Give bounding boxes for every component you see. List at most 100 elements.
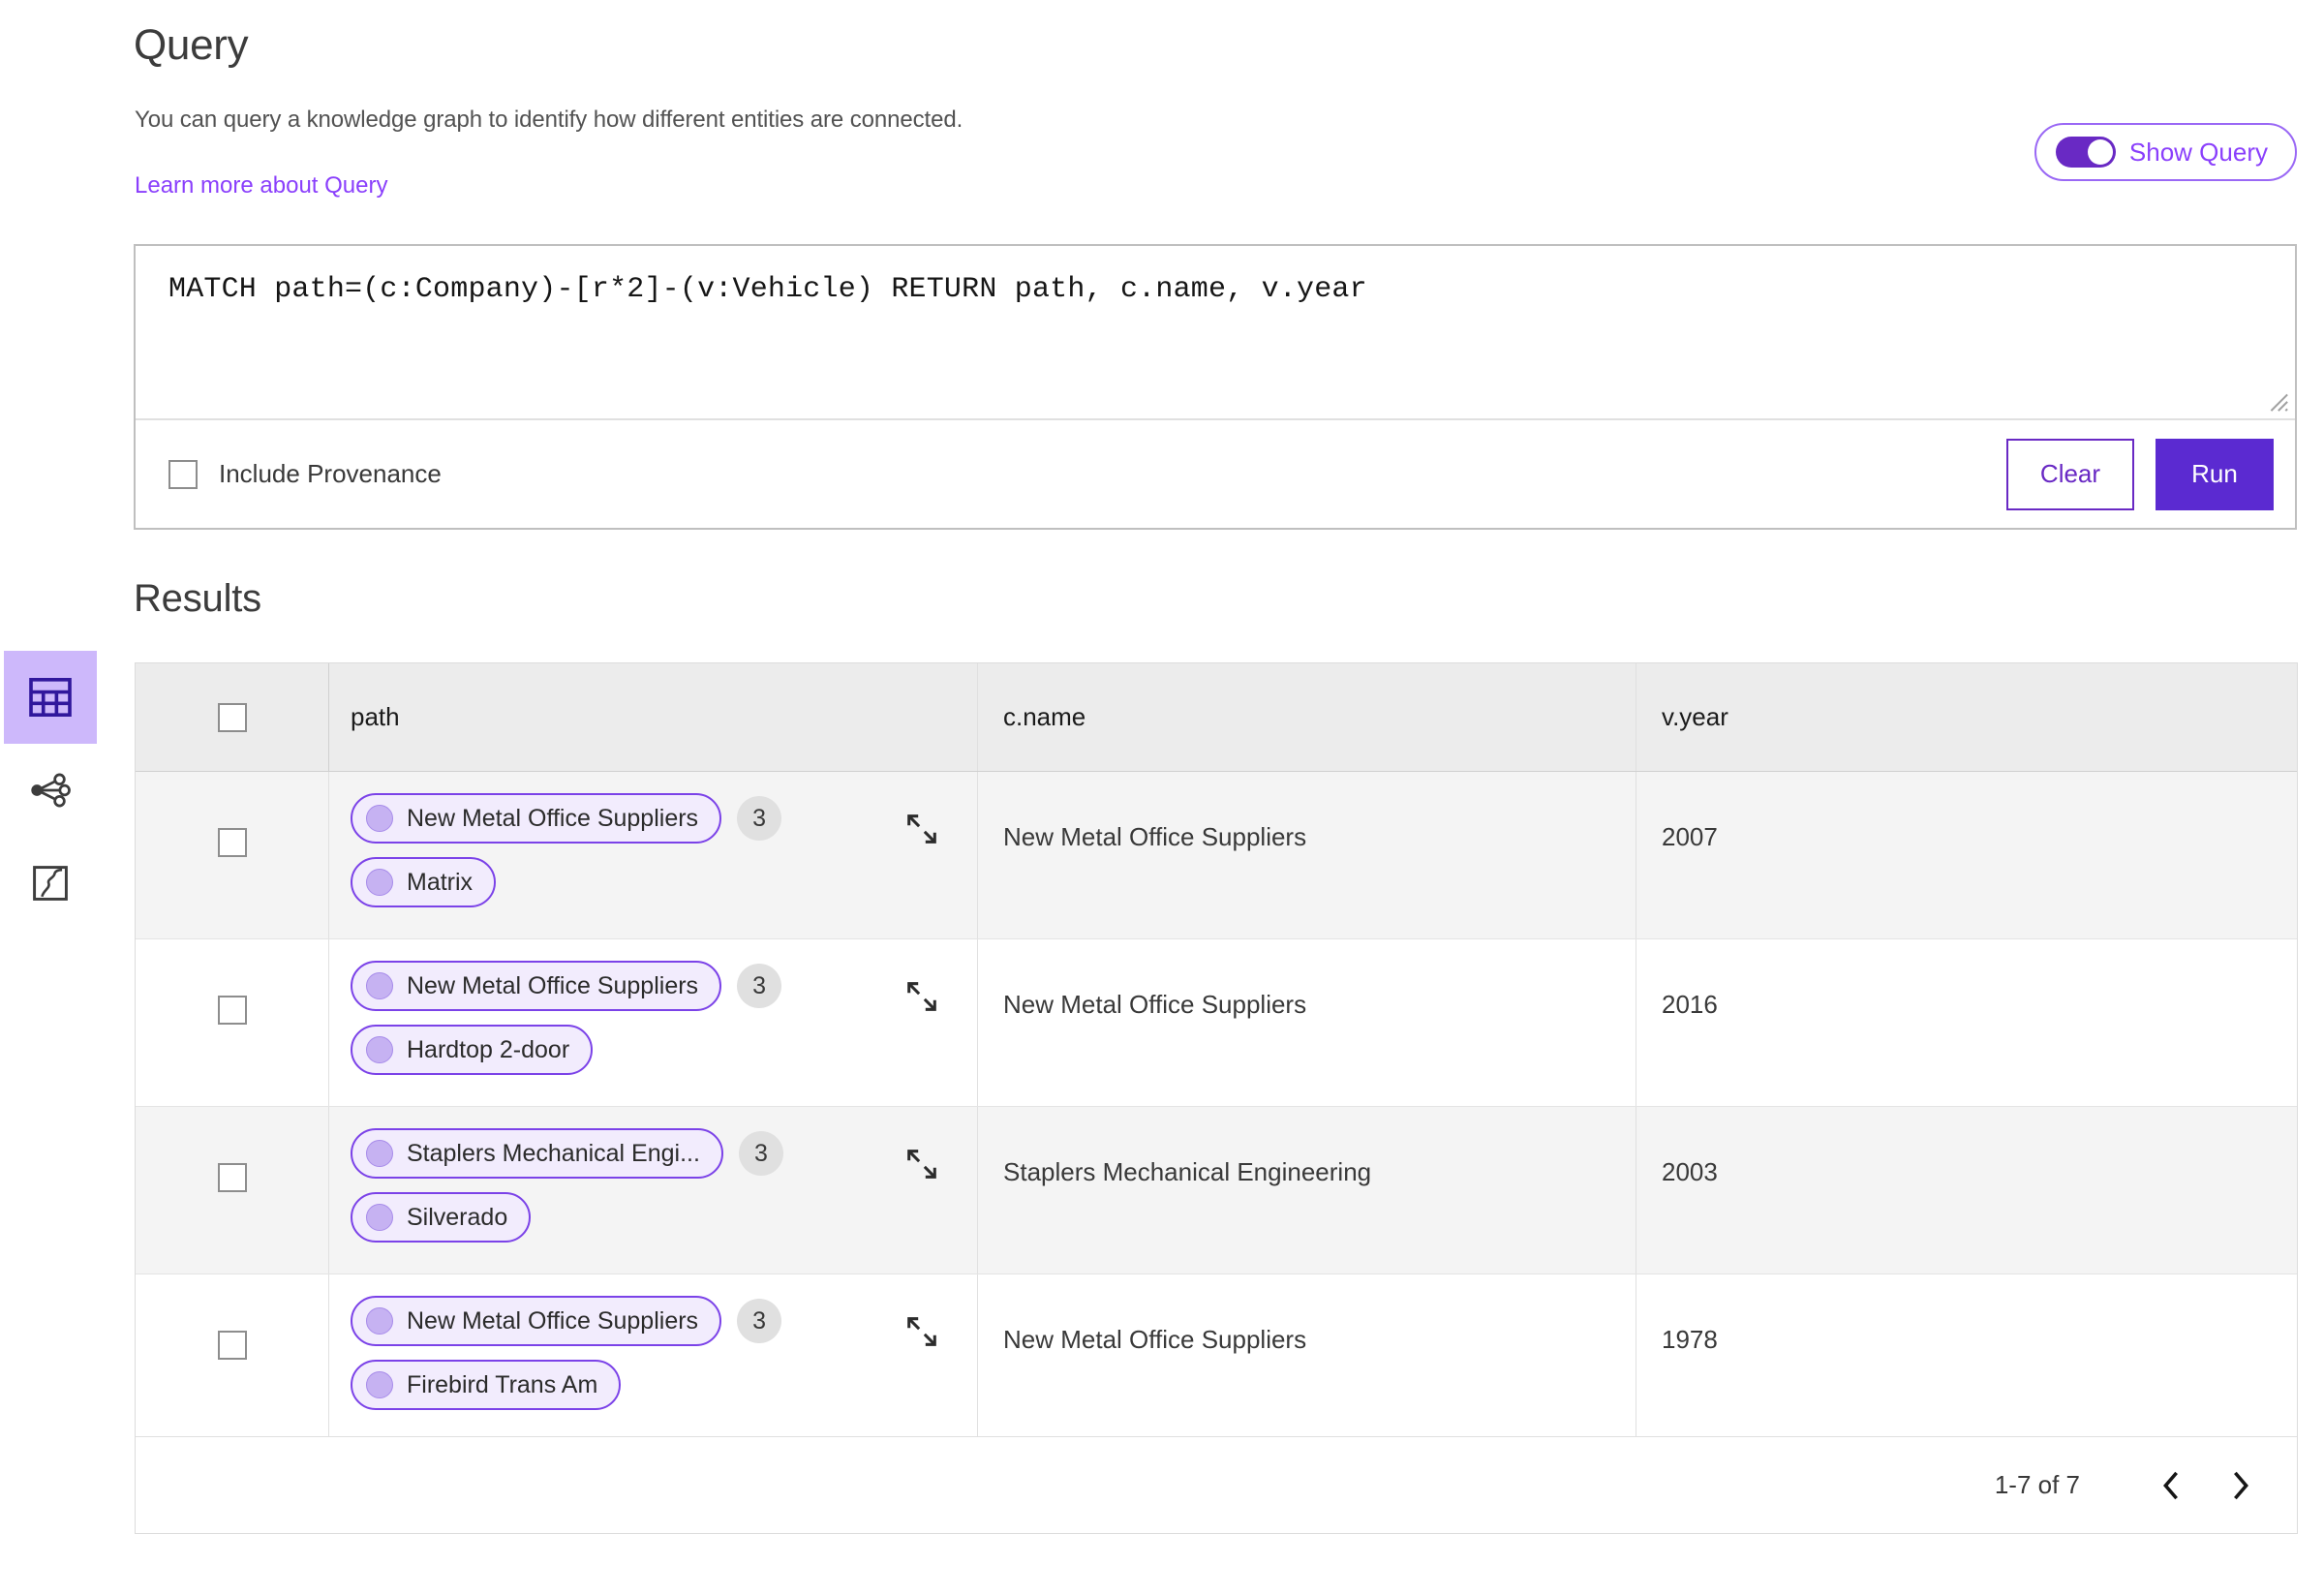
- hop-count-badge: 3: [737, 1299, 782, 1343]
- entity-chip-label: Silverado: [407, 1203, 508, 1231]
- column-header-cname[interactable]: c.name: [978, 663, 1636, 771]
- page-title: Query: [134, 21, 249, 69]
- toggle-track: [2055, 137, 2116, 168]
- results-title: Results: [134, 577, 261, 620]
- vyear-value: 2003: [1662, 1157, 1718, 1186]
- row-checkbox[interactable]: [217, 828, 247, 857]
- hop-count-badge: 3: [737, 964, 782, 1008]
- graph-network-icon: [30, 772, 71, 809]
- table-row[interactable]: New Metal Office Suppliers 3 Hardtop 2-d…: [136, 939, 2297, 1107]
- show-query-toggle[interactable]: Show Query: [2034, 123, 2297, 181]
- column-header-cname-label: c.name: [1003, 702, 1086, 731]
- entity-chip[interactable]: New Metal Office Suppliers: [351, 1296, 722, 1346]
- show-query-label: Show Query: [2128, 137, 2268, 167]
- sidebar-item-map-view[interactable]: [4, 837, 97, 930]
- include-provenance-checkbox[interactable]: Include Provenance: [168, 459, 442, 489]
- query-text: MATCH path=(c:Company)-[r*2]-(v:Vehicle)…: [168, 273, 1367, 306]
- cname-value: New Metal Office Suppliers: [1003, 822, 1307, 851]
- column-header-vyear[interactable]: v.year: [1636, 663, 2297, 771]
- path-chip-line: New Metal Office Suppliers 3: [351, 1296, 958, 1346]
- entity-chip-label: New Metal Office Suppliers: [407, 971, 699, 999]
- row-checkbox[interactable]: [217, 996, 247, 1025]
- vyear-cell: 2003: [1636, 1107, 2297, 1274]
- cname-cell: New Metal Office Suppliers: [978, 939, 1636, 1106]
- entity-dot-icon: [366, 972, 393, 999]
- entity-dot-icon: [366, 1036, 393, 1063]
- path-chip-line: New Metal Office Suppliers 3: [351, 793, 958, 844]
- toggle-knob: [2087, 139, 2113, 165]
- entity-chip-label: Matrix: [407, 868, 474, 896]
- table-pagination: 1-7 of 7: [136, 1436, 2297, 1533]
- table-row[interactable]: Staplers Mechanical Engi... 3 Silverado: [136, 1107, 2297, 1274]
- row-select-cell: [136, 939, 329, 1106]
- entity-chip-label: Firebird Trans Am: [407, 1370, 598, 1398]
- row-checkbox[interactable]: [217, 1163, 247, 1192]
- entity-chip[interactable]: Firebird Trans Am: [351, 1360, 622, 1410]
- row-checkbox[interactable]: [217, 1331, 247, 1360]
- path-cell: New Metal Office Suppliers 3 Hardtop 2-d…: [329, 939, 978, 1106]
- entity-chip-label: New Metal Office Suppliers: [407, 804, 699, 832]
- vyear-cell: 1978: [1636, 1274, 2297, 1436]
- entity-dot-icon: [366, 1204, 393, 1231]
- table-header-row: path c.name v.year: [136, 663, 2297, 772]
- path-chip-line: Matrix: [351, 857, 958, 907]
- clear-button[interactable]: Clear: [2006, 438, 2134, 510]
- next-page-button[interactable]: [2206, 1451, 2276, 1520]
- entity-chip[interactable]: Hardtop 2-door: [351, 1025, 594, 1075]
- resize-grip-icon[interactable]: [2264, 387, 2289, 413]
- table-row[interactable]: New Metal Office Suppliers 3 Matrix: [136, 772, 2297, 939]
- entity-dot-icon: [366, 1307, 393, 1335]
- query-textarea[interactable]: MATCH path=(c:Company)-[r*2]-(v:Vehicle)…: [136, 246, 2295, 420]
- cname-value: Staplers Mechanical Engineering: [1003, 1157, 1372, 1186]
- vyear-cell: 2016: [1636, 939, 2297, 1106]
- cname-cell: Staplers Mechanical Engineering: [978, 1107, 1636, 1274]
- expand-path-icon[interactable]: [903, 1313, 940, 1355]
- entity-chip-label: New Metal Office Suppliers: [407, 1306, 699, 1335]
- button-group: Clear Run: [2006, 438, 2274, 510]
- entity-dot-icon: [366, 1371, 393, 1398]
- select-all-checkbox[interactable]: [217, 702, 247, 732]
- vyear-cell: 2007: [1636, 772, 2297, 938]
- hop-count-badge: 3: [737, 796, 782, 841]
- entity-chip[interactable]: New Metal Office Suppliers: [351, 793, 722, 844]
- entity-dot-icon: [366, 1140, 393, 1167]
- column-header-path-label: path: [351, 702, 400, 731]
- entity-dot-icon: [366, 869, 393, 896]
- path-chip-line: Silverado: [351, 1192, 958, 1243]
- results-table: path c.name v.year New Metal Office Sup: [135, 662, 2298, 1534]
- view-mode-rail: [0, 651, 101, 930]
- entity-chip[interactable]: Staplers Mechanical Engi...: [351, 1128, 723, 1179]
- learn-more-link[interactable]: Learn more about Query: [135, 172, 388, 199]
- expand-path-icon[interactable]: [903, 1146, 940, 1187]
- vyear-value: 2007: [1662, 822, 1718, 851]
- path-chip-line: Staplers Mechanical Engi... 3: [351, 1128, 958, 1179]
- cname-cell: New Metal Office Suppliers: [978, 772, 1636, 938]
- entity-chip[interactable]: Matrix: [351, 857, 497, 907]
- run-button[interactable]: Run: [2156, 438, 2274, 510]
- expand-path-icon[interactable]: [903, 978, 940, 1020]
- row-select-cell: [136, 1274, 329, 1436]
- hop-count-badge: 3: [738, 1131, 783, 1176]
- column-header-path[interactable]: path: [329, 663, 978, 771]
- table-body: New Metal Office Suppliers 3 Matrix: [136, 772, 2297, 1436]
- expand-path-icon[interactable]: [903, 811, 940, 852]
- path-chip-line: New Metal Office Suppliers 3: [351, 961, 958, 1011]
- pagination-range: 1-7 of 7: [1994, 1470, 2080, 1499]
- entity-dot-icon: [366, 805, 393, 832]
- cname-value: New Metal Office Suppliers: [1003, 990, 1307, 1019]
- entity-chip-label: Staplers Mechanical Engi...: [407, 1139, 700, 1167]
- path-chip-line: Firebird Trans Am: [351, 1360, 958, 1410]
- entity-chip[interactable]: New Metal Office Suppliers: [351, 961, 722, 1011]
- entity-chip[interactable]: Silverado: [351, 1192, 532, 1243]
- map-icon: [31, 865, 70, 902]
- path-chip-line: Hardtop 2-door: [351, 1025, 958, 1075]
- previous-page-button[interactable]: [2136, 1451, 2206, 1520]
- sidebar-item-graph-view[interactable]: [4, 744, 97, 837]
- include-provenance-label: Include Provenance: [219, 459, 442, 488]
- sidebar-item-table-view[interactable]: [4, 651, 97, 744]
- table-row[interactable]: New Metal Office Suppliers 3 Firebird Tr…: [136, 1274, 2297, 1436]
- path-cell: New Metal Office Suppliers 3 Firebird Tr…: [329, 1274, 978, 1436]
- cname-value: New Metal Office Suppliers: [1003, 1325, 1307, 1354]
- path-cell: Staplers Mechanical Engi... 3 Silverado: [329, 1107, 978, 1274]
